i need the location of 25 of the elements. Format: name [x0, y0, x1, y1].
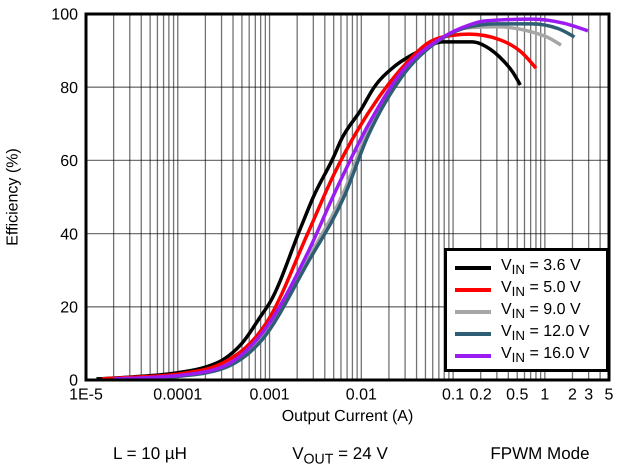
legend-label: V$_{IN}$ = 12.0 V — [501, 322, 590, 344]
x-tick-label: 5 — [604, 386, 614, 404]
x-tick-label: 3 — [584, 386, 594, 404]
y-axis-title: Efficiency (%) — [4, 148, 22, 246]
y-tick-label: 20 — [60, 299, 78, 316]
x-tick-label: 0.2 — [470, 386, 492, 404]
y-tick-label: 100 — [51, 6, 78, 24]
x-tick-label: 0.01 — [346, 386, 377, 404]
legend-label: V$_{IN}$ = 16.0 V — [501, 344, 590, 366]
legend-label: V$_{IN}$ = 9.0 V — [501, 300, 581, 322]
x-tick-label: 1 — [540, 386, 550, 404]
x-tick-label: 0.5 — [506, 386, 528, 404]
text: V$_{OUT}$ = 24 V — [292, 444, 388, 468]
legend-label: V$_{IN}$ = 3.6 V — [501, 256, 581, 278]
text: FPWM Mode — [490, 444, 590, 463]
x-tick-label: 0.001 — [250, 386, 290, 404]
y-tick-label: 40 — [60, 226, 78, 244]
y-tick-label: 80 — [60, 80, 78, 97]
x-tick-label: 2 — [568, 386, 578, 404]
x-tick-label: 0.1 — [442, 386, 464, 404]
legend-label: V$_{IN}$ = 5.0 V — [501, 278, 581, 300]
x-tick-label: 0.0001 — [153, 386, 202, 404]
x-axis-title: Output Current (A) — [282, 408, 414, 425]
y-tick-label: 60 — [60, 153, 78, 170]
text: L = 10 µH — [113, 444, 187, 463]
